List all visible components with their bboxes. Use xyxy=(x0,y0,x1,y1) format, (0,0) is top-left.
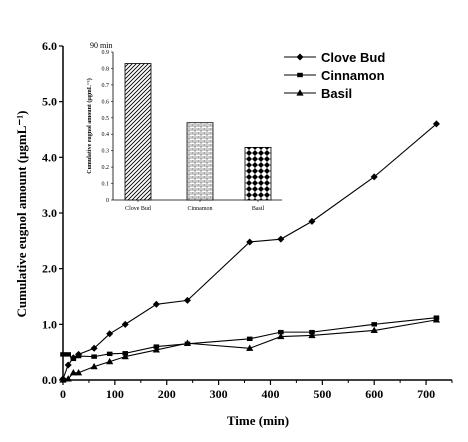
series-basil xyxy=(59,316,441,383)
legend-label: Cinnamon xyxy=(321,68,385,83)
data-point xyxy=(106,351,113,357)
x-tick-label: 400 xyxy=(261,387,279,401)
data-point xyxy=(277,332,285,340)
data-point xyxy=(64,361,72,369)
data-point xyxy=(183,339,192,346)
inset-bar xyxy=(244,146,272,201)
x-tick-label: 300 xyxy=(210,387,228,401)
legend: Clove Bud Cinnamon Basil xyxy=(284,50,385,101)
data-point xyxy=(106,357,114,365)
data-point xyxy=(183,296,191,304)
data-point xyxy=(152,346,160,353)
main-axes: 0.0 1.0 2.0 3.0 4.0 5.0 6.0 0 100 200 300 400 500 600… xyxy=(42,39,453,401)
data-point xyxy=(60,352,66,357)
legend-label: Clove Bud xyxy=(321,50,385,65)
inset-y-tick-label: 0.4 xyxy=(102,132,110,138)
data-point xyxy=(152,300,160,308)
inset-y-tick-label: 0.1 xyxy=(102,182,110,188)
y-tick-label: 1.0 xyxy=(42,317,57,331)
inset-y-axis-title: Cumulative eugnol amount (μgmL⁻¹) xyxy=(86,78,93,174)
inset-bar xyxy=(186,122,214,201)
x-tick-label: 700 xyxy=(417,387,435,401)
data-point xyxy=(90,344,98,352)
data-point xyxy=(308,217,316,225)
x-tick-label: 600 xyxy=(365,387,383,401)
data-point xyxy=(64,375,72,382)
data-point xyxy=(121,352,129,360)
inset-x-tick-label: Clove Bud xyxy=(125,206,151,212)
legend-marker xyxy=(296,89,304,96)
inset-y-tick-label: 0.7 xyxy=(102,83,110,89)
y-axis-title: Cumulative eugnol amount (μgmL⁻¹) xyxy=(14,111,29,318)
data-point xyxy=(69,368,77,376)
data-point xyxy=(75,353,82,359)
data-point xyxy=(74,368,83,376)
inset-y-tick-label: 0.9 xyxy=(102,50,110,56)
inset-y-tick-label: 0.6 xyxy=(102,99,110,105)
inset-y-tick-label: 0.2 xyxy=(102,165,110,171)
data-point xyxy=(308,331,316,339)
data-point xyxy=(106,330,114,338)
inset-chart: 0 0.1 0.2 0.3 0.4 0.5 0.6 0.7 0.8 0.990 min Cumula… xyxy=(86,41,282,212)
y-tick-label: 0.0 xyxy=(42,373,57,387)
x-tick-label: 200 xyxy=(158,387,176,401)
x-axis-title: Time (min) xyxy=(227,413,289,428)
inset-y-tick-label: 0.5 xyxy=(102,116,110,122)
data-point xyxy=(370,173,378,181)
series-layer xyxy=(59,120,441,383)
data-point xyxy=(121,320,129,328)
data-point xyxy=(432,316,441,323)
data-point xyxy=(432,120,440,128)
y-tick-label: 5.0 xyxy=(42,95,57,109)
data-point xyxy=(246,238,254,246)
inset-x-tick-label: Basil xyxy=(252,206,265,212)
legend-label: Basil xyxy=(321,86,352,101)
x-tick-label: 100 xyxy=(106,387,124,401)
legend-marker xyxy=(297,72,303,78)
data-point xyxy=(278,329,284,335)
data-point xyxy=(59,376,67,383)
inset-y-tick-label: 0 xyxy=(106,198,109,204)
legend-marker xyxy=(296,53,304,61)
y-tick-label: 6.0 xyxy=(42,39,57,53)
inset-bar xyxy=(124,63,152,201)
data-point xyxy=(90,362,98,370)
data-point xyxy=(277,235,285,243)
data-point xyxy=(70,356,77,362)
inset-title: 90 min xyxy=(90,41,112,50)
y-tick-label: 3.0 xyxy=(42,206,57,220)
data-point xyxy=(246,344,254,351)
x-tick-label: 0 xyxy=(60,387,66,401)
data-point xyxy=(371,322,377,327)
y-tick-label: 2.0 xyxy=(42,262,57,276)
x-tick-label: 500 xyxy=(313,387,331,401)
y-tick-label: 4.0 xyxy=(42,150,57,164)
inset-y-tick-label: 0.8 xyxy=(102,66,110,72)
inset-x-tick-label: Cinnamon xyxy=(188,206,213,212)
data-point xyxy=(370,326,378,334)
data-point xyxy=(65,352,71,357)
data-point xyxy=(91,354,97,359)
series-cinnamon xyxy=(60,315,440,362)
inset-y-tick-label: 0.3 xyxy=(102,149,110,155)
data-point xyxy=(246,336,253,342)
